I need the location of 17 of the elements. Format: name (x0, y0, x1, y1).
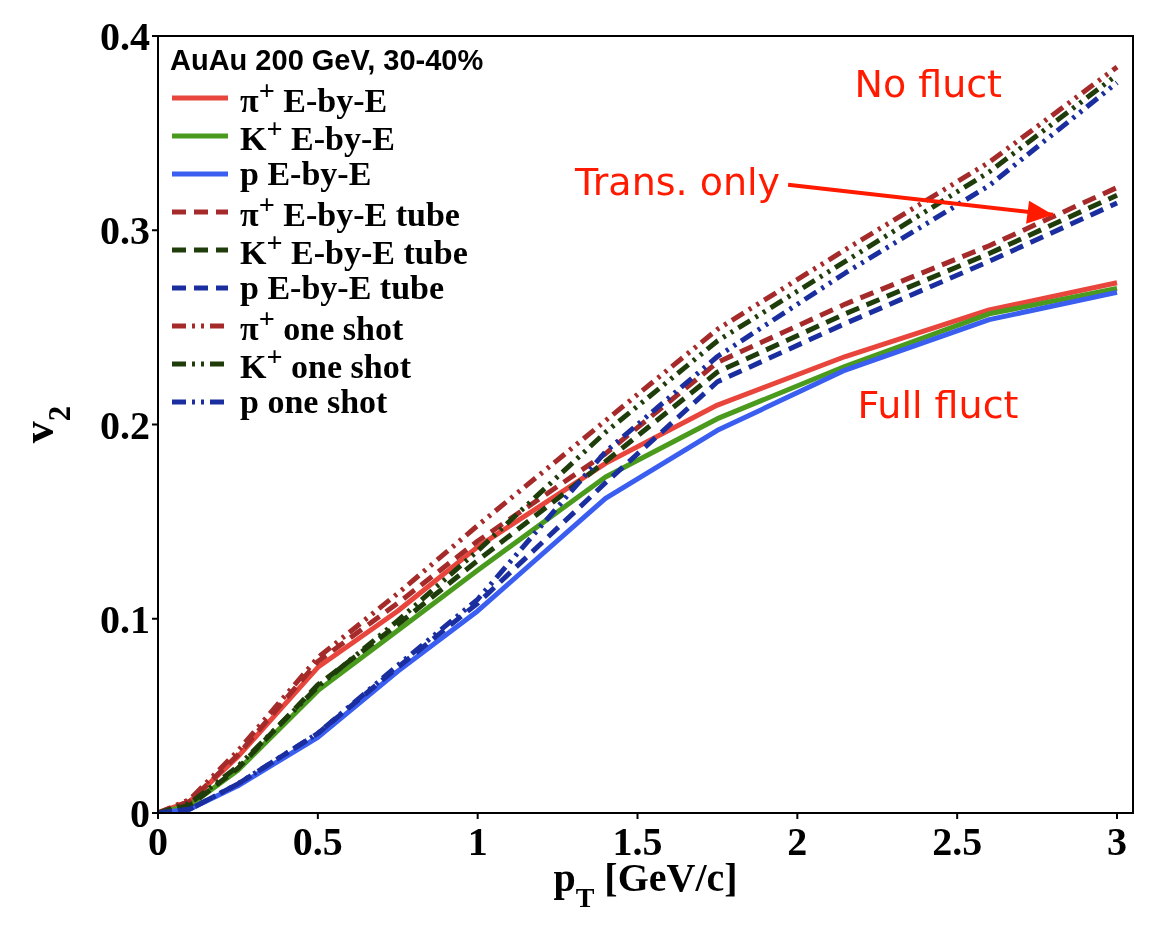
x-tick-label: 2.5 (932, 819, 983, 865)
y-tick-label: 0.4 (100, 14, 150, 60)
legend-title: AuAu 200 GeV, 30-40% (170, 44, 484, 77)
annotation: Full fluct (857, 382, 1019, 427)
annotation: No fluct (854, 62, 1003, 106)
legend-label: p one shot (240, 383, 388, 421)
x-tick-label: 3 (1107, 819, 1128, 865)
legend-label: K$^{+}$ one shot (240, 341, 412, 386)
y-tick-label: 0 (130, 791, 150, 837)
x-axis-title: p$_{T}$ [GeV/c] (553, 855, 738, 913)
x-tick-label: 2 (787, 819, 808, 865)
x-tick-label: 0.5 (292, 819, 343, 865)
y-tick-label: 0.2 (100, 402, 150, 448)
y-tick-label: 0.3 (100, 208, 150, 254)
x-tick-label: 1 (467, 819, 488, 865)
annotation: Trans. only (574, 160, 781, 205)
y-tick-label: 0.1 (100, 596, 150, 642)
